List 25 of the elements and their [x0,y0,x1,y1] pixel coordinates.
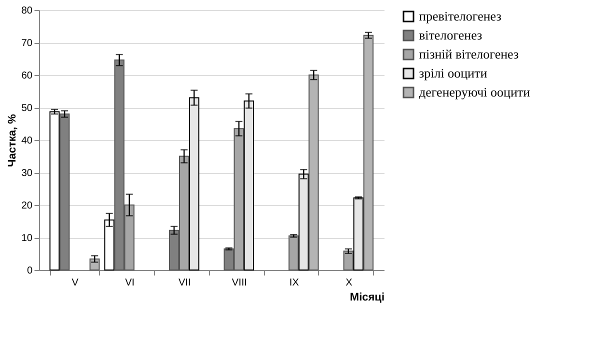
y-tick-label: 10 [21,233,33,244]
y-tick-label: 30 [21,168,33,179]
y-tick-label: 70 [21,38,33,49]
legend-label: дегенеруючі ооцити [419,84,530,100]
y-tick-label: 0 [26,266,33,276]
legend-label: вітелогенез [419,28,482,42]
bar [288,235,299,270]
x-tick-label: V [72,278,79,288]
y-tick-label: 60 [21,70,33,82]
x-axis-title: Місяці [350,292,384,304]
x-tick-label: X [346,278,353,288]
bar [343,250,354,270]
y-tick-label: 20 [21,200,33,212]
bar [308,74,319,270]
x-tick-label: VI [125,278,135,288]
y-tick-label: 40 [21,136,33,146]
legend-label: зрілі ооцити [419,66,488,80]
legend-label: превітелогенез [419,8,502,24]
x-tick-label: VIII [232,278,247,288]
x-tick-label: IX [289,278,300,288]
y-axis-title: Частка, % [6,114,18,167]
y-tick-label: 50 [21,103,33,114]
legend-label: пізній вітелогенез [419,46,519,62]
y-tick-label: 80 [21,6,33,16]
x-tick-label: VII [178,278,191,288]
